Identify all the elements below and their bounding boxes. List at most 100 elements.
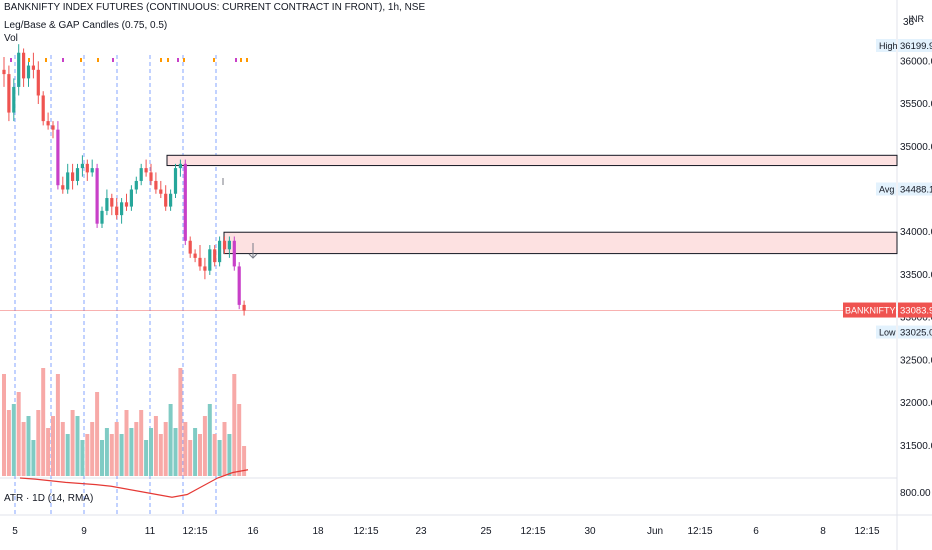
volume-bar <box>183 422 188 476</box>
price-tick: 35500.00 <box>900 99 932 110</box>
volume-bar <box>36 410 41 476</box>
signal-marker <box>80 58 82 62</box>
price-tick: 31500.00 <box>900 441 932 452</box>
volume-bar <box>114 422 119 476</box>
candle-body <box>17 52 21 87</box>
volume-bar <box>51 416 55 476</box>
time-tick: 12:15 <box>687 526 712 537</box>
volume-bar <box>104 428 109 476</box>
volume-bar <box>202 416 207 476</box>
time-tick: 16 <box>247 526 259 537</box>
last-price-text: 33083.90 <box>900 306 932 317</box>
candle-body <box>169 193 173 207</box>
volume-bar <box>109 434 114 476</box>
volume-bar <box>163 422 168 476</box>
candle-body <box>66 172 70 190</box>
volume-bar <box>95 392 100 476</box>
volume-bar <box>21 422 26 476</box>
signal-marker <box>235 58 237 62</box>
candle-body <box>159 189 163 194</box>
time-tick: 6 <box>753 526 759 537</box>
last-price-tag <box>898 302 932 318</box>
volume-bar <box>153 416 158 476</box>
candle-body <box>12 86 16 113</box>
price-tick-partial: 36 <box>903 17 915 28</box>
zone-arrow-1 <box>248 243 258 259</box>
volume-bar <box>212 434 217 476</box>
supply-zone-0 <box>166 154 898 167</box>
volume-bar <box>188 440 193 476</box>
high-value: 36199.95 <box>900 41 932 52</box>
atr-line <box>19 469 249 498</box>
signal-marker <box>240 58 242 62</box>
avg-value-bg <box>898 182 932 196</box>
atr-axis-tick: 800.00 <box>900 488 931 499</box>
candle-body <box>80 163 84 169</box>
candle-body <box>7 74 11 113</box>
low-label: Low <box>879 328 896 338</box>
indicator-legbase-label[interactable]: Leg/Base & GAP Candles (0.75, 0.5) <box>4 20 168 31</box>
signal-marker <box>97 58 99 62</box>
volume-bar <box>178 368 183 476</box>
candle-body <box>56 129 60 186</box>
candle-body <box>2 69 6 75</box>
time-tick: 12:15 <box>854 526 879 537</box>
volume-bar <box>134 422 139 476</box>
price-tick: 32500.00 <box>900 355 932 366</box>
signal-marker <box>246 58 248 62</box>
high-label: High <box>879 41 898 51</box>
candle-body <box>173 168 178 194</box>
candle-body <box>183 163 187 241</box>
volume-bar <box>158 434 163 476</box>
last-symbol-text: BANKNIFTYK2022 <box>845 306 922 316</box>
time-tick: 25 <box>480 526 492 537</box>
volume-bar <box>173 428 178 476</box>
price-tick: 33500.00 <box>900 270 932 281</box>
volume-bar <box>193 428 198 476</box>
volume-bar <box>237 404 242 476</box>
high-value-bg <box>898 39 932 52</box>
currency-label[interactable]: INR <box>908 14 925 24</box>
candle-body <box>105 198 109 211</box>
supply-zone-1 <box>223 231 898 255</box>
candle-body <box>149 172 153 181</box>
candle-body <box>115 206 119 216</box>
time-tick: 11 <box>145 526 156 537</box>
volume-bar <box>222 422 227 476</box>
candle-body <box>124 202 129 207</box>
volume-bar <box>55 374 60 476</box>
volume-bar <box>46 428 51 476</box>
low-value: 33025.00 <box>900 328 932 339</box>
volume-bar <box>124 410 129 476</box>
time-tick: 8 <box>820 526 826 537</box>
volume-bar <box>26 416 31 476</box>
candle-body <box>203 266 207 271</box>
candle-body <box>120 202 124 216</box>
volume-bar <box>16 392 21 476</box>
candle-body <box>46 121 50 126</box>
volume-bar <box>198 434 202 476</box>
volume-bar <box>90 422 95 476</box>
price-tick: 36000.00 <box>900 56 932 67</box>
indicator-vol-label[interactable]: Vol <box>4 33 18 44</box>
time-tick: 12:15 <box>520 526 545 537</box>
time-tick: 9 <box>81 526 87 537</box>
candle-body <box>227 240 231 250</box>
chart-title: BANKNIFTY INDEX FUTURES (CONTINUOUS: CUR… <box>4 2 426 13</box>
signal-marker <box>28 58 30 62</box>
time-tick: 12:15 <box>182 526 207 537</box>
price-tick: 35000.00 <box>900 142 932 153</box>
time-tick: 30 <box>584 526 596 537</box>
volume-bar <box>41 368 46 476</box>
volume-bar <box>70 410 75 476</box>
high-label-bg <box>876 39 896 52</box>
volume-bar <box>139 410 144 476</box>
candle-body <box>100 210 104 224</box>
volume-bar <box>129 428 134 476</box>
volume-bar <box>232 374 237 476</box>
volume-bar <box>144 440 149 476</box>
candle-body <box>41 95 45 122</box>
candle-body <box>218 240 222 263</box>
candle-body <box>110 198 114 207</box>
